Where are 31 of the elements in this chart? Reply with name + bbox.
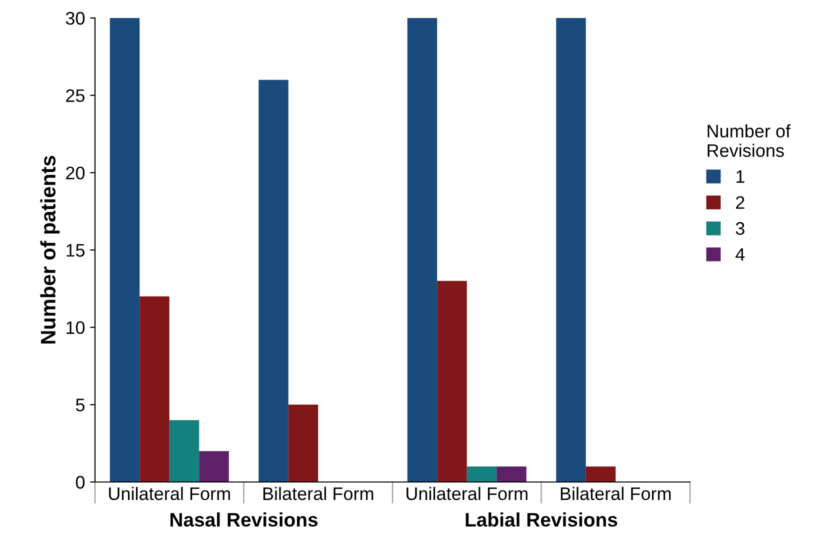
x-tick-label: Bilateral Form <box>263 486 374 500</box>
legend-label: 1 <box>736 170 744 183</box>
bar <box>140 296 170 482</box>
bar <box>466 466 497 482</box>
x-tick-label: Unilateral Form <box>109 486 230 500</box>
bar <box>258 80 288 482</box>
x-tick-label: Unilateral Form <box>406 486 528 500</box>
y-tick-label: 25 <box>66 89 85 102</box>
legend-label: 4 <box>736 248 745 261</box>
text: Labial Revisions <box>466 512 618 527</box>
bar <box>169 420 200 482</box>
bar <box>199 451 229 482</box>
legend-label: 2 <box>736 196 744 209</box>
y-tick-label: 30 <box>66 12 85 25</box>
y-tick-label: 20 <box>66 166 85 180</box>
bar <box>110 18 140 482</box>
bar <box>407 18 438 482</box>
bar <box>496 466 526 482</box>
y-tick-label: 0 <box>76 476 85 489</box>
y-axis-title: Number of patients <box>40 156 60 344</box>
legend-title: Number of Revisions <box>708 124 791 157</box>
y-tick-label: 10 <box>66 321 85 334</box>
x-tick-label: Bilateral Form <box>560 486 671 500</box>
bar <box>437 280 467 482</box>
bar <box>288 404 318 482</box>
bar <box>556 18 586 482</box>
y-tick-label: 5 <box>76 398 85 412</box>
y-tick-label: 15 <box>66 244 85 257</box>
bar <box>586 466 616 482</box>
text: Nasal Revisions <box>170 512 318 527</box>
legend-label: 3 <box>736 222 744 235</box>
